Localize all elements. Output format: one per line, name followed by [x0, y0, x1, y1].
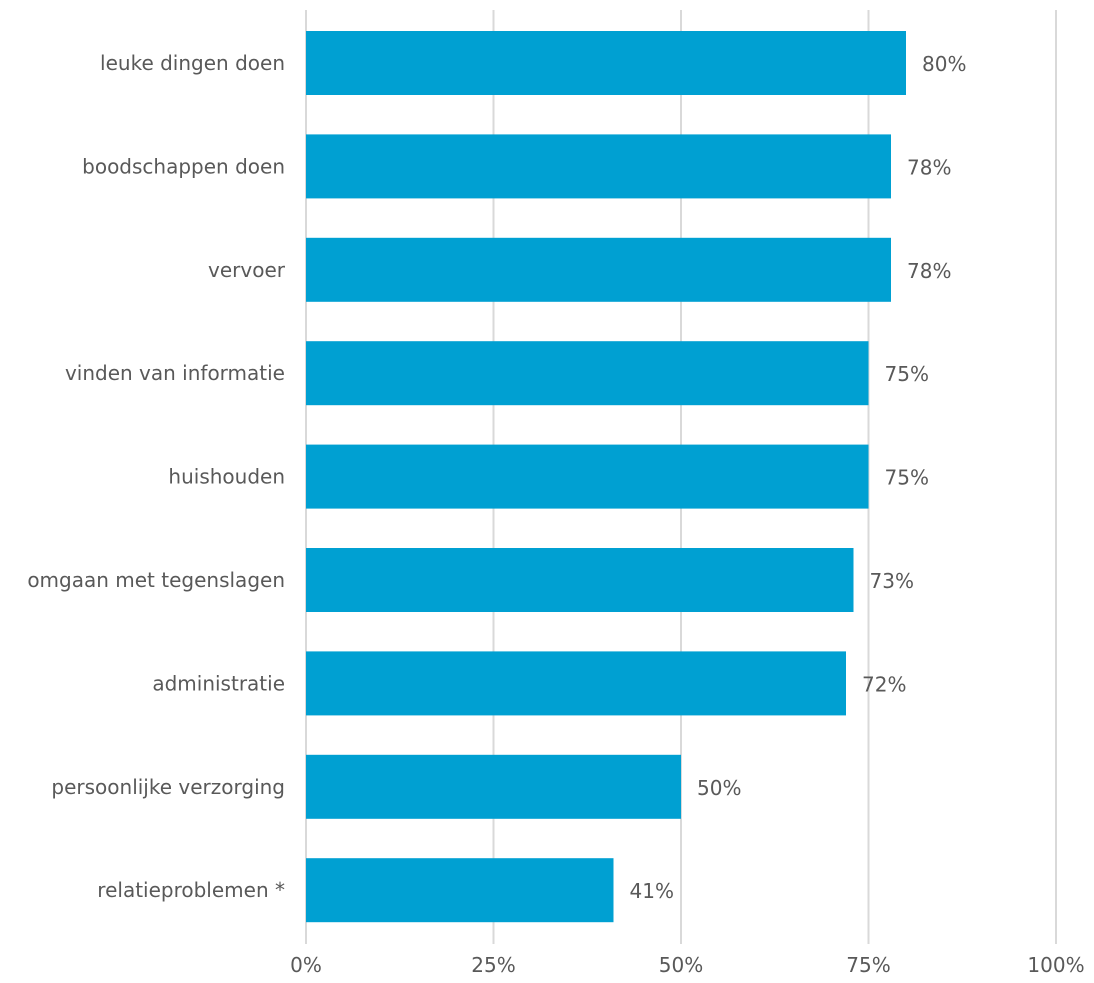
data-label: 50% — [697, 776, 741, 800]
category-label: omgaan met tegenslagen — [27, 568, 285, 592]
category-label: persoonlijke verzorging — [51, 775, 285, 799]
category-label: vervoer — [208, 258, 286, 282]
bars — [306, 31, 906, 923]
x-tick-label: 25% — [471, 953, 515, 977]
data-label: 41% — [630, 879, 674, 903]
category-label: leuke dingen doen — [100, 51, 285, 75]
bar — [306, 134, 891, 199]
category-label: boodschappen doen — [82, 154, 285, 178]
bar — [306, 31, 906, 95]
bar — [306, 651, 846, 716]
category-label: huishouden — [168, 465, 285, 489]
x-axis-tick-labels: 0% 25% 50% 75% 100% — [290, 953, 1084, 977]
data-label: 75% — [885, 362, 929, 386]
category-labels: leuke dingen doen boodschappen doen vervoe… — [27, 51, 285, 902]
category-label: administratie — [152, 671, 285, 695]
bar — [306, 341, 869, 406]
data-label: 73% — [870, 569, 914, 593]
data-labels: 80% 78% 78% 75% 75% 73% 72% 50% 41% — [630, 52, 967, 903]
bar — [306, 548, 854, 612]
category-label: vinden van informatie — [65, 361, 285, 385]
x-tick-label: 75% — [846, 953, 890, 977]
x-tick-label: 100% — [1027, 953, 1084, 977]
x-tick-label: 50% — [659, 953, 703, 977]
data-label: 80% — [922, 52, 966, 76]
data-label: 78% — [907, 259, 951, 283]
data-label: 75% — [885, 466, 929, 490]
bar — [306, 858, 614, 923]
bar — [306, 754, 681, 819]
category-label: relatieproblemen * — [97, 878, 285, 902]
x-tick-label: 0% — [290, 953, 322, 977]
bar — [306, 444, 869, 509]
bar — [306, 237, 891, 302]
data-label: 72% — [862, 672, 906, 696]
data-label: 78% — [907, 155, 951, 179]
